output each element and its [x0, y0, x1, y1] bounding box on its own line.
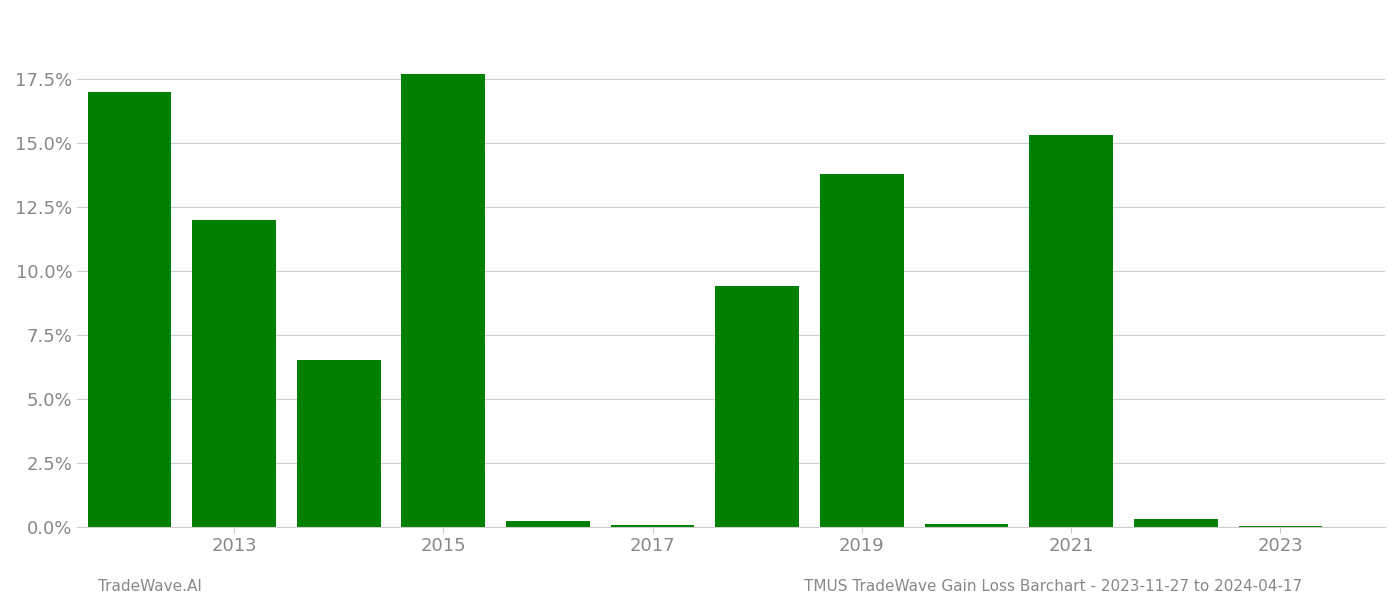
Bar	[297, 361, 381, 527]
Bar	[1239, 526, 1322, 527]
Bar	[715, 286, 799, 527]
Bar	[610, 526, 694, 527]
Bar	[402, 74, 486, 527]
Bar	[192, 220, 276, 527]
Text: TMUS TradeWave Gain Loss Barchart - 2023-11-27 to 2024-04-17: TMUS TradeWave Gain Loss Barchart - 2023…	[804, 579, 1302, 594]
Bar	[924, 524, 1008, 527]
Bar	[505, 521, 589, 527]
Bar	[88, 92, 171, 527]
Bar	[820, 173, 903, 527]
Bar	[1134, 519, 1218, 527]
Text: TradeWave.AI: TradeWave.AI	[98, 579, 202, 594]
Bar	[1029, 135, 1113, 527]
